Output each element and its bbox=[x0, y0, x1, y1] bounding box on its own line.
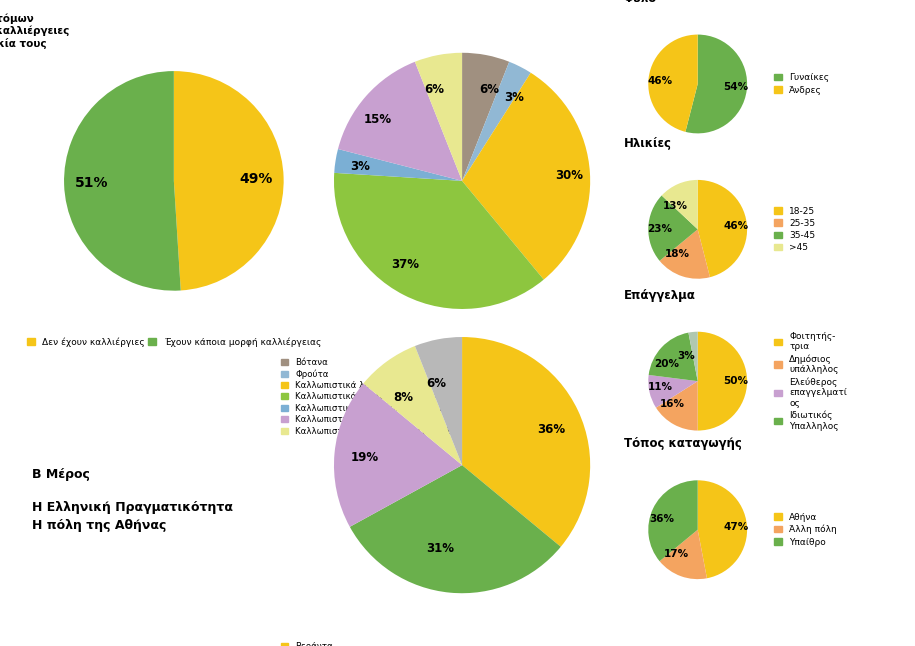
Text: 6%: 6% bbox=[426, 377, 447, 390]
Text: 23%: 23% bbox=[647, 224, 672, 233]
Text: 19%: 19% bbox=[351, 451, 379, 464]
Text: Τόπος καταγωγής: Τόπος καταγωγής bbox=[624, 437, 741, 450]
Text: 6%: 6% bbox=[425, 83, 445, 96]
Text: 54%: 54% bbox=[723, 82, 748, 92]
Wedge shape bbox=[64, 71, 181, 291]
Text: 20%: 20% bbox=[654, 359, 679, 369]
Text: Η Ελληνική Πραγματικότητα
Η πόλη της Αθήνας: Η Ελληνική Πραγματικότητα Η πόλη της Αθή… bbox=[32, 501, 233, 532]
Wedge shape bbox=[462, 53, 510, 181]
Text: 3%: 3% bbox=[677, 351, 695, 360]
Legend: 18-25, 25-35, 35-45, >45: 18-25, 25-35, 35-45, >45 bbox=[774, 207, 815, 252]
Wedge shape bbox=[649, 35, 698, 132]
Text: 31%: 31% bbox=[426, 541, 454, 554]
Wedge shape bbox=[338, 62, 462, 181]
Text: 17%: 17% bbox=[664, 549, 689, 559]
Wedge shape bbox=[649, 375, 697, 408]
Text: 8%: 8% bbox=[393, 391, 414, 404]
Wedge shape bbox=[363, 346, 462, 465]
Wedge shape bbox=[649, 196, 697, 261]
Text: 36%: 36% bbox=[650, 514, 674, 524]
Legend: Δεν έχουν καλλιέργιες, Έχουν κάποια μορφή καλλιέργειας: Δεν έχουν καλλιέργιες, Έχουν κάποια μορφ… bbox=[27, 337, 321, 346]
Wedge shape bbox=[334, 384, 462, 527]
Wedge shape bbox=[697, 180, 747, 277]
Legend: Αθήνα, Άλλη πόλη, Υπαίθρο: Αθήνα, Άλλη πόλη, Υπαίθρο bbox=[774, 513, 837, 547]
Wedge shape bbox=[660, 530, 707, 579]
Text: 49%: 49% bbox=[240, 172, 273, 186]
Text: 13%: 13% bbox=[662, 201, 687, 211]
Wedge shape bbox=[462, 73, 590, 280]
Text: Ηλικίες: Ηλικίες bbox=[624, 137, 672, 150]
Text: 15%: 15% bbox=[364, 112, 392, 125]
Text: 46%: 46% bbox=[723, 221, 748, 231]
Wedge shape bbox=[462, 62, 531, 181]
Wedge shape bbox=[660, 229, 710, 278]
Text: 50%: 50% bbox=[724, 376, 748, 386]
Text: 47%: 47% bbox=[723, 523, 748, 532]
Wedge shape bbox=[662, 180, 698, 229]
Wedge shape bbox=[656, 381, 697, 430]
Wedge shape bbox=[414, 53, 462, 181]
Wedge shape bbox=[462, 337, 590, 547]
Wedge shape bbox=[350, 465, 561, 593]
Wedge shape bbox=[697, 481, 747, 578]
Wedge shape bbox=[334, 173, 544, 309]
Wedge shape bbox=[414, 337, 462, 465]
Text: 3%: 3% bbox=[504, 91, 524, 104]
Wedge shape bbox=[334, 149, 462, 181]
Text: Ποσοστό ατόμων
που έχουν καλλιέργειες
στην κατοικία τους: Ποσοστό ατόμων που έχουν καλλιέργειες στ… bbox=[0, 14, 70, 49]
Wedge shape bbox=[649, 481, 698, 561]
Text: 36%: 36% bbox=[537, 423, 565, 436]
Wedge shape bbox=[649, 333, 697, 381]
Text: Επάγγελμα: Επάγγελμα bbox=[624, 289, 695, 302]
Wedge shape bbox=[697, 332, 747, 430]
Text: 11%: 11% bbox=[648, 382, 673, 391]
Legend: Φοιτητής-
τρια, Δημόσιος
υπάλληλος, Ελεύθερος
επαγγελματί
ος, Ιδιωτικός
Υπαλληλο: Φοιτητής- τρια, Δημόσιος υπάλληλος, Ελεύ… bbox=[774, 331, 847, 431]
Legend: Βότανα, Φρούτα, Καλλωπιστικά λουλούδια, Καλλωπιστικά λουλούδια, Βότανα, Καλλωπισ: Βότανα, Φρούτα, Καλλωπιστικά λουλούδια, … bbox=[281, 358, 490, 436]
Text: 3%: 3% bbox=[350, 160, 370, 172]
Wedge shape bbox=[685, 35, 747, 133]
Text: 30%: 30% bbox=[555, 169, 584, 182]
Legend: Βεράντα, Μπαλκόνι, Βεράντα και εσωτερικό χώρο, Δώμα, Βεράντα ή μπαλκόνι, εσωτερι: Βεράντα, Μπαλκόνι, Βεράντα και εσωτερικό… bbox=[281, 642, 490, 646]
Text: 46%: 46% bbox=[647, 76, 673, 86]
Text: 51%: 51% bbox=[74, 176, 108, 190]
Text: 37%: 37% bbox=[392, 258, 420, 271]
Legend: Γυναίκες, Άνδρες: Γυναίκες, Άνδρες bbox=[774, 74, 829, 94]
Text: 16%: 16% bbox=[661, 399, 685, 409]
Text: Φύλο: Φύλο bbox=[624, 0, 657, 5]
Text: 18%: 18% bbox=[665, 249, 690, 259]
Wedge shape bbox=[174, 71, 284, 291]
Text: Β Μέρος: Β Μέρος bbox=[32, 468, 90, 481]
Wedge shape bbox=[688, 332, 697, 381]
Text: 6%: 6% bbox=[479, 83, 500, 96]
